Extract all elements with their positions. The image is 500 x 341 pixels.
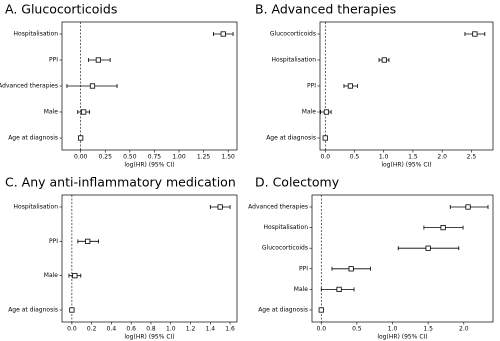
point-estimate — [347, 83, 353, 89]
point-estimate — [465, 204, 471, 210]
x-tick-label: 1.2 — [186, 326, 196, 333]
panel-title: A. Glucocorticoids — [5, 2, 117, 17]
point-estimate — [336, 286, 342, 293]
panel-title: B. Advanced therapies — [255, 2, 396, 17]
x-tick-label: 0.00 — [74, 154, 88, 161]
x-tick-label: 0.5 — [350, 154, 360, 161]
x-tick-label: 0.5 — [352, 326, 362, 333]
point-estimate — [348, 266, 354, 272]
plot-frame — [311, 194, 494, 323]
x-tick-label: 1.4 — [206, 326, 216, 333]
y-tick-label: Hospitalisation — [264, 224, 309, 231]
x-axis-label: log(HR) (95% CI) — [124, 162, 174, 169]
x-tick-label: 2.0 — [437, 154, 447, 161]
point-estimate — [323, 109, 330, 115]
x-tick-label: 0.8 — [146, 326, 156, 333]
y-tick-label: PPI — [307, 83, 316, 90]
y-tick-label: PPI — [49, 238, 58, 245]
point-estimate — [69, 307, 75, 313]
x-tick-label: 0.4 — [107, 326, 117, 333]
x-tick-label: 0.0 — [67, 326, 77, 333]
x-tick-label: 1.5 — [423, 326, 433, 333]
x-tick-label: 1.0 — [388, 326, 398, 333]
y-tick-label: Male — [302, 109, 317, 116]
y-tick-label: Age at diagnosis — [8, 135, 58, 142]
y-tick-label: Age at diagnosis — [266, 135, 316, 142]
x-axis-label: log(HR) (95% CI) — [124, 334, 174, 341]
y-tick-label: Male — [44, 272, 59, 279]
point-estimate — [425, 245, 431, 251]
x-tick-label: 0.6 — [126, 326, 136, 333]
y-tick-label: Glucocorticoids — [262, 245, 308, 252]
point-estimate — [72, 273, 78, 279]
point-estimate — [381, 57, 387, 63]
panel-title: D. Colectomy — [255, 175, 340, 190]
x-tick-label: 2.0 — [459, 326, 469, 333]
x-tick-label: 2.5 — [467, 154, 477, 161]
x-tick-label: 1.00 — [172, 154, 186, 161]
point-estimate — [322, 135, 328, 141]
x-tick-label: 0.25 — [99, 154, 113, 161]
x-tick-label: 1.5 — [408, 154, 418, 161]
y-tick-label: Advanced therapies — [0, 83, 58, 90]
y-tick-label: PPI — [299, 265, 308, 272]
x-tick-label: 1.25 — [197, 154, 211, 161]
x-tick-label: 0.50 — [123, 154, 137, 161]
x-tick-label: 1.50 — [221, 154, 235, 161]
y-tick-label: PPI — [49, 57, 58, 64]
x-tick-label: 0.75 — [148, 154, 162, 161]
x-tick-label: 1.0 — [166, 326, 176, 333]
y-tick-label: Hospitalisation — [272, 57, 317, 64]
point-estimate — [318, 307, 324, 313]
x-axis-label: log(HR) (95% CI) — [377, 334, 427, 341]
y-tick-label: Hospitalisation — [14, 204, 59, 211]
x-axis-label: log(HR) (95% CI) — [381, 162, 431, 169]
point-estimate — [85, 238, 91, 244]
x-tick-label: 0.0 — [316, 326, 326, 333]
x-tick-label: 1.6 — [225, 326, 235, 333]
point-estimate — [472, 31, 478, 37]
y-tick-label: Age at diagnosis — [8, 307, 58, 314]
point-estimate — [217, 204, 223, 210]
point-estimate — [440, 224, 446, 231]
x-tick-label: 1.0 — [379, 154, 389, 161]
y-tick-label: Glucocorticoids — [270, 31, 316, 38]
plot-frame — [61, 194, 238, 323]
x-tick-label: 0.2 — [87, 326, 97, 333]
y-tick-label: Hospitalisation — [14, 31, 59, 38]
point-estimate — [220, 31, 226, 37]
point-estimate — [81, 109, 87, 115]
point-estimate — [95, 57, 101, 63]
x-tick-label: 0.0 — [320, 154, 330, 161]
y-tick-label: Advanced therapies — [248, 204, 308, 211]
point-estimate — [89, 83, 96, 89]
y-tick-label: Age at diagnosis — [258, 307, 308, 314]
point-estimate — [78, 135, 84, 141]
y-tick-label: Male — [294, 286, 309, 293]
y-tick-label: Male — [44, 109, 59, 116]
panel-title: C. Any anti-inflammatory medication — [5, 175, 236, 190]
